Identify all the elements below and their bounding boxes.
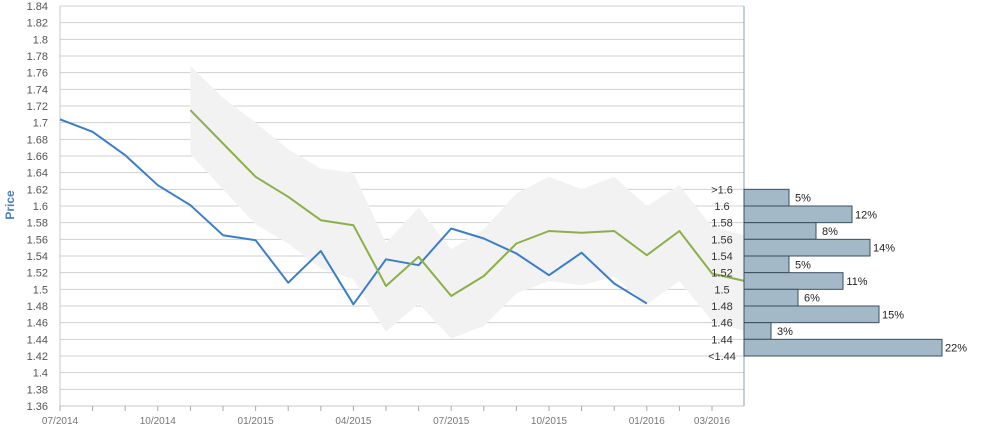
x-tick-label: 04/2015 xyxy=(335,416,372,427)
y-tick-label: 1.36 xyxy=(27,401,48,413)
y-tick-label: 1.64 xyxy=(27,168,48,180)
histogram-percent-label: 5% xyxy=(795,259,811,271)
y-tick-label: 1.68 xyxy=(27,134,48,146)
series-line-1 xyxy=(59,118,648,306)
y-tick-label: 1.58 xyxy=(27,218,48,230)
histogram-bin-label: 1.52 xyxy=(711,268,732,280)
y-tick-label: 1.84 xyxy=(27,1,48,13)
histogram-percent-label: 11% xyxy=(846,276,867,288)
histogram-bar xyxy=(743,205,853,224)
y-tick-label: 1.62 xyxy=(27,184,48,196)
y-tick-label: 1.8 xyxy=(33,34,48,46)
forecast-band xyxy=(190,66,745,339)
x-tick-label: 10/2014 xyxy=(140,416,177,427)
histogram-bin-label: 1.56 xyxy=(711,234,732,246)
y-tick-label: 1.78 xyxy=(27,51,48,63)
y-tick-label: 1.72 xyxy=(27,101,48,113)
y-tick-label: 1.7 xyxy=(33,118,48,130)
x-tick-labels: 07/2014 10/2014 01/2015 04/2015 07/2015 10/20… xyxy=(42,416,731,427)
y-tick-label: 1.44 xyxy=(27,334,48,346)
y-tick-label: 1.38 xyxy=(27,384,48,396)
histogram-bar xyxy=(743,222,817,240)
x-tick-label: 07/2015 xyxy=(433,416,470,427)
y-tick-label: 1.52 xyxy=(27,268,48,280)
y-tick-label: 1.54 xyxy=(27,251,48,263)
y-tick-label: 1.48 xyxy=(27,301,48,313)
histogram-percent-label: 14% xyxy=(873,243,895,255)
x-tick-label: 01/2016 xyxy=(629,416,666,427)
series-line-2 xyxy=(189,109,745,297)
y-tick-label: 1.66 xyxy=(27,151,48,163)
histogram-bar xyxy=(743,322,772,340)
histogram-percent-label: 12% xyxy=(855,209,877,221)
y-tick-label: 1.56 xyxy=(27,234,48,246)
forecast-band-area xyxy=(190,66,745,339)
distribution-histogram: >1.6 5% 1.6 12% 1.58 8% 1.56 14% 1.54 5% 1.52 11% 1.… xyxy=(708,184,967,363)
y-tick-labels: 1.36 1.38 1.4 1.42 1.44 1.46 1.48 1.5 1.52 1.54 1.… xyxy=(27,1,48,413)
y-axis-label: Price xyxy=(3,190,17,220)
histogram-percent-label: 5% xyxy=(795,193,811,205)
y-tick-label: 1.42 xyxy=(27,351,48,363)
x-tick-label: 03/2016 xyxy=(694,416,731,427)
y-tick-label: 1.4 xyxy=(33,368,48,380)
histogram-percent-label: 6% xyxy=(804,293,820,305)
histogram-bin-label: <1.44 xyxy=(708,351,736,363)
histogram-bin-label: 1.58 xyxy=(711,218,732,230)
histogram-bar xyxy=(743,272,844,290)
y-tick-label: 1.46 xyxy=(27,318,48,330)
y-tick-label: 1.82 xyxy=(27,18,48,30)
histogram-percent-label: 22% xyxy=(945,343,967,355)
x-tick-label: 10/2015 xyxy=(531,416,568,427)
histogram-bar xyxy=(743,255,790,274)
series-lines xyxy=(59,109,745,306)
y-tick-label: 1.76 xyxy=(27,68,48,80)
histogram-bin-label: >1.6 xyxy=(711,184,733,196)
histogram-bin-label: 1.54 xyxy=(711,251,732,263)
y-tick-label: 1.5 xyxy=(33,284,48,296)
histogram-bin-label: 1.46 xyxy=(711,318,732,330)
histogram-bar xyxy=(743,305,880,324)
histogram-percent-label: 3% xyxy=(777,326,793,338)
histogram-bar xyxy=(743,338,943,357)
histogram-bin-label: 1.5 xyxy=(714,284,729,296)
x-tick-label: 01/2015 xyxy=(238,416,275,427)
y-tick-label: 1.6 xyxy=(33,201,48,213)
grid-lines xyxy=(60,5,744,407)
histogram-bar xyxy=(743,188,790,207)
histogram-bar xyxy=(743,288,799,307)
histogram-bin-label: 1.44 xyxy=(711,334,732,346)
x-tick-label: 07/2014 xyxy=(42,416,79,427)
y-tick-label: 1.74 xyxy=(27,84,48,96)
histogram-bin-label: 1.6 xyxy=(714,201,729,213)
histogram-bin-label: 1.48 xyxy=(711,301,732,313)
histogram-percent-label: 15% xyxy=(882,309,904,321)
histogram-bar xyxy=(743,238,871,257)
histogram-percent-label: 8% xyxy=(822,226,838,238)
